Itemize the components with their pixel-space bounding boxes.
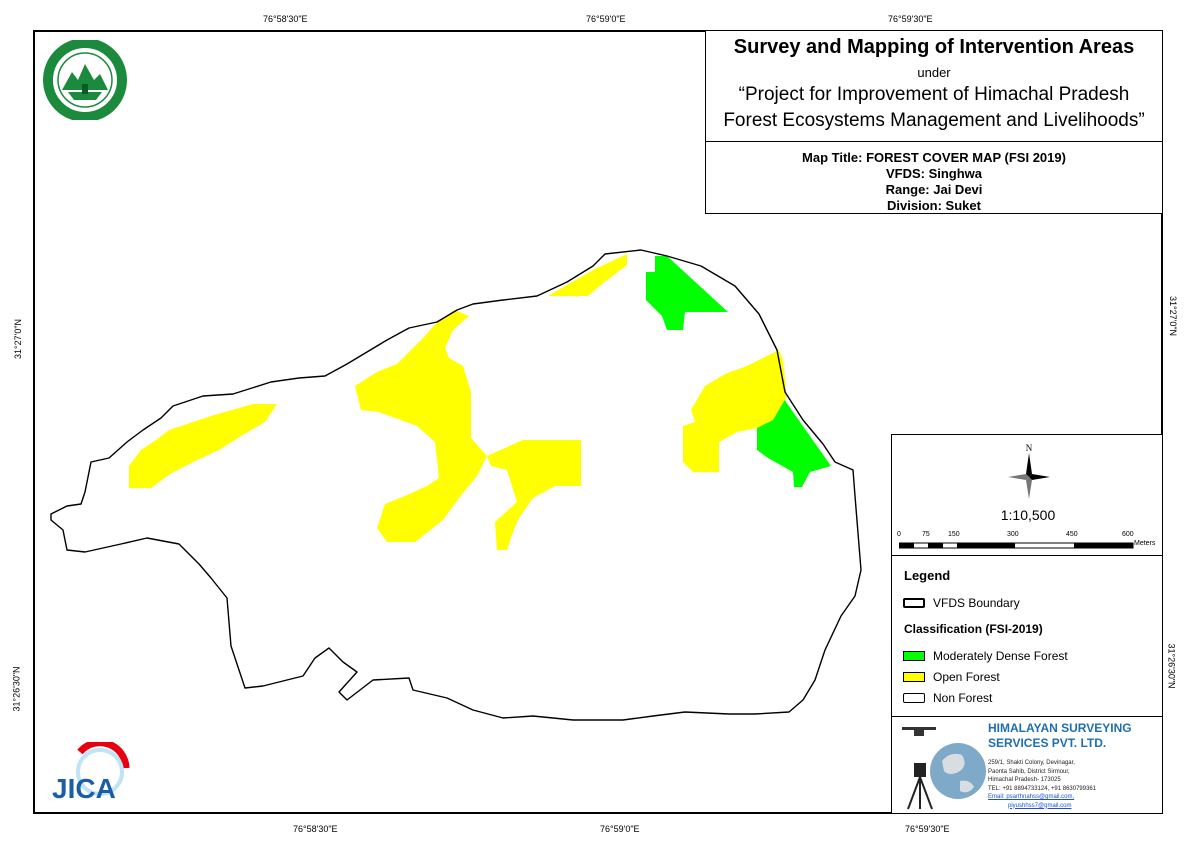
moderately-dense-forest-patches	[646, 256, 831, 487]
company-name-line1: HIMALAYAN SURVEYING	[988, 721, 1132, 735]
open-forest-patch-west	[129, 404, 277, 488]
open-forest-patch-north	[548, 254, 627, 296]
division-name: Division: Suket	[887, 198, 981, 213]
legend-swatch-open-forest	[903, 672, 925, 682]
graticule-left-1: 31°27'0"N	[13, 318, 24, 360]
legend-swatch-boundary	[903, 598, 925, 608]
legend-label-boundary: VFDS Boundary	[933, 596, 1020, 610]
scale-tick-300: 300	[1007, 531, 1019, 538]
scale-tick-150: 150	[948, 531, 960, 538]
scale-tick-0: 0	[897, 531, 901, 538]
graticule-left-2: 31°26'30"N	[11, 666, 22, 712]
range-name: Range: Jai Devi	[885, 182, 983, 197]
company-address: 259/1, Shakti Colony, Devinagar, Paonta …	[988, 759, 1096, 810]
map-canvas	[50, 249, 862, 721]
open-forest-patch-branch	[487, 440, 581, 550]
open-forest-patches	[129, 254, 787, 550]
north-arrow-icon: N	[1008, 443, 1050, 499]
company-name-line2: SERVICES PVT. LTD.	[988, 736, 1107, 750]
map-title: Map Title: FOREST COVER MAP (FSI 2019)	[802, 150, 1066, 165]
legend-swatch-non-forest	[903, 693, 925, 703]
open-forest-patch-central	[355, 310, 487, 542]
vfds-boundary	[50, 249, 862, 721]
legend-label-non-forest: Non Forest	[933, 691, 993, 705]
company-address-line1: 259/1, Shakti Colony, Devinagar,	[988, 760, 1075, 766]
company-email-2: piyushhss7@gmail.com	[1008, 802, 1072, 809]
graticule-right-1: 31°27'0"N	[1168, 295, 1179, 337]
north-label: N	[1026, 443, 1033, 453]
jica-wordmark: JICA	[52, 773, 116, 804]
graticule-top-3: 76°59'30"E	[888, 14, 933, 24]
dense-forest-patch-north	[646, 256, 728, 330]
graticule-bottom-3: 76°59'30"E	[905, 824, 950, 834]
graticule-bottom-1: 76°58'30"E	[293, 824, 338, 834]
company-email-1: Email: psarthnahss@gmail.com,	[988, 794, 1075, 800]
legend-swatch-moderately-dense	[903, 651, 925, 661]
company-phone: TEL: +91 8894733124, +91 8630799361	[988, 785, 1097, 792]
title-panel: Survey and Mapping of Intervention Areas…	[705, 30, 1163, 142]
project-title-line2: Forest Ecosystems Management and Livelih…	[723, 110, 1145, 131]
classification-title: Classification (FSI-2019)	[904, 622, 1043, 636]
legend-panel: Legend VFDS Boundary Classification (FSI…	[891, 555, 1163, 717]
map-info-panel: Map Title: FOREST COVER MAP (FSI 2019) V…	[705, 141, 1163, 214]
graticule-top-1: 76°58'30"E	[263, 14, 308, 24]
vfds-name: VFDS: Singhwa	[885, 166, 983, 181]
dense-forest-patch-east	[757, 392, 831, 487]
company-address-line3: Himachal Pradesh- 173025	[988, 777, 1061, 783]
scale-panel: N 1:10,500 0 75 150 300 450 600 Meters	[891, 434, 1163, 556]
main-title: Survey and Mapping of Intervention Areas	[733, 36, 1135, 58]
scale-unit: Meters	[1134, 540, 1156, 547]
company-name: HIMALAYAN SURVEYING SERVICES PVT. LTD.	[988, 721, 1132, 751]
scale-tick-600: 600	[1122, 531, 1134, 538]
jica-logo: JICA	[52, 742, 130, 804]
scale-tick-450: 450	[1066, 531, 1078, 538]
graticule-right-2: 31°26'30"N	[1166, 643, 1177, 689]
scale-tick-75: 75	[922, 531, 930, 538]
scale-ratio: 1:10,500	[1000, 507, 1056, 523]
legend-title: Legend	[904, 568, 951, 583]
legend-label-open-forest: Open Forest	[933, 670, 1000, 684]
company-panel: HIMALAYAN SURVEYING SERVICES PVT. LTD. 2…	[891, 716, 1163, 814]
title-under: under	[917, 65, 951, 80]
graticule-bottom-2: 76°59'0"E	[600, 824, 640, 834]
project-title-line1: “Project for Improvement of Himachal Pra…	[738, 84, 1130, 105]
graticule-top-2: 76°59'0"E	[586, 14, 626, 24]
company-address-line2: Paonta Sahib, District Sirmour,	[988, 768, 1070, 775]
open-forest-patch-east	[683, 350, 787, 472]
scale-bar	[899, 542, 1134, 549]
survey-equipment-icon	[902, 727, 986, 810]
legend-label-moderately-dense: Moderately Dense Forest	[933, 649, 1068, 663]
forest-department-logo	[43, 40, 127, 120]
